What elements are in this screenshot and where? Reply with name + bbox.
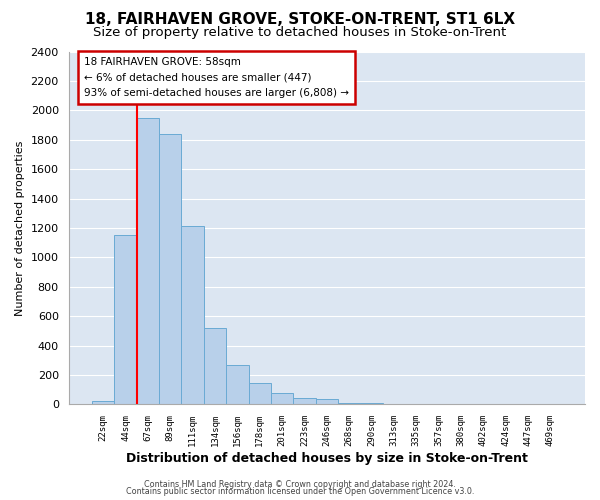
Text: 18 FAIRHAVEN GROVE: 58sqm
← 6% of detached houses are smaller (447)
93% of semi-: 18 FAIRHAVEN GROVE: 58sqm ← 6% of detach… xyxy=(84,57,349,98)
X-axis label: Distribution of detached houses by size in Stoke-on-Trent: Distribution of detached houses by size … xyxy=(126,452,528,465)
Bar xyxy=(115,234,137,404)
Bar xyxy=(92,401,115,404)
Bar xyxy=(248,382,271,404)
Bar xyxy=(181,226,204,404)
Bar xyxy=(316,400,338,404)
Text: Contains HM Land Registry data © Crown copyright and database right 2024.: Contains HM Land Registry data © Crown c… xyxy=(144,480,456,489)
Y-axis label: Number of detached properties: Number of detached properties xyxy=(15,140,25,316)
Text: Size of property relative to detached houses in Stoke-on-Trent: Size of property relative to detached ho… xyxy=(94,26,506,39)
Bar xyxy=(293,398,316,404)
Text: Contains public sector information licensed under the Open Government Licence v3: Contains public sector information licen… xyxy=(126,488,474,496)
Bar xyxy=(226,366,248,405)
Text: 18, FAIRHAVEN GROVE, STOKE-ON-TRENT, ST1 6LX: 18, FAIRHAVEN GROVE, STOKE-ON-TRENT, ST1… xyxy=(85,12,515,28)
Bar xyxy=(204,328,226,404)
Bar xyxy=(338,402,361,404)
Bar xyxy=(271,393,293,404)
Bar xyxy=(159,134,181,404)
Bar xyxy=(137,118,159,405)
